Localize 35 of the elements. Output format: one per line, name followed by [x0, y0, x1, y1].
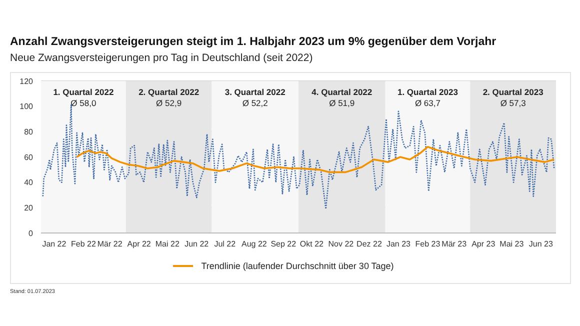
band-label: 3. Quartal 2022 Ø 52,2 [224, 87, 286, 108]
y-tick-label: 20 [24, 204, 34, 213]
x-tick-label: Feb 23 [415, 240, 441, 249]
y-tick-label: 0 [28, 228, 34, 238]
x-tick-label: Jul 22 [214, 240, 236, 249]
x-tick-label: Dez 22 [356, 240, 382, 249]
x-tick-label: Mai 23 [500, 240, 524, 249]
x-tick-label: Mär 23 [442, 240, 468, 249]
line-series [76, 146, 556, 174]
x-tick-label: Sep 22 [270, 240, 297, 249]
y-tick-label: 80 [24, 128, 34, 137]
x-tick-label: Jun 23 [528, 240, 554, 249]
y-tick-label: 100 [20, 102, 34, 112]
y-tick-label: 40 [24, 178, 34, 188]
chart-title: Anzahl Zwangsversteigerungen steigt im 1. Halbjahr 2023 um 9% gegenüber dem Vorjahr [10, 36, 496, 48]
band-label: 4. Quartal 2022 Ø 51,9 [312, 87, 372, 108]
x-tick-label: Nov 22 [328, 240, 354, 249]
x-tick-label: Apr 23 [472, 240, 496, 249]
x-tick-label: Mär 22 [97, 240, 123, 249]
x-tick-label: Feb 22 [70, 240, 96, 249]
x-tick-label: Mai 22 [155, 240, 180, 249]
chart-subtitle: Neue Zwangsversteigerungen pro Tag in Deutschland (seit 2022) [10, 52, 313, 64]
x-tick-label: Jun 22 [184, 240, 210, 249]
x-tick-label: Apr 22 [127, 240, 152, 249]
x-tick-label: Aug 22 [241, 240, 268, 249]
x-tick-label: Jan 22 [42, 240, 67, 249]
y-tick-label: 120 [20, 76, 34, 86]
x-tick-label: Jan 23 [386, 240, 412, 249]
legend-label: Trendlinie (laufender Durchschnitt über 30 Tage) [200, 261, 394, 271]
x-tick-label: Okt 22 [300, 240, 324, 249]
band-label: 1. Quartal 2023 Ø 63,7 [397, 87, 458, 108]
band-label: 2. Quartal 2022 Ø 52,9 [138, 87, 200, 108]
y-tick-label: 60 [24, 152, 34, 162]
band-label: 2. Quartal 2023 Ø 57,3 [482, 87, 544, 108]
band-label: 1. Quartal 2022 Ø 58,0 [53, 87, 114, 108]
